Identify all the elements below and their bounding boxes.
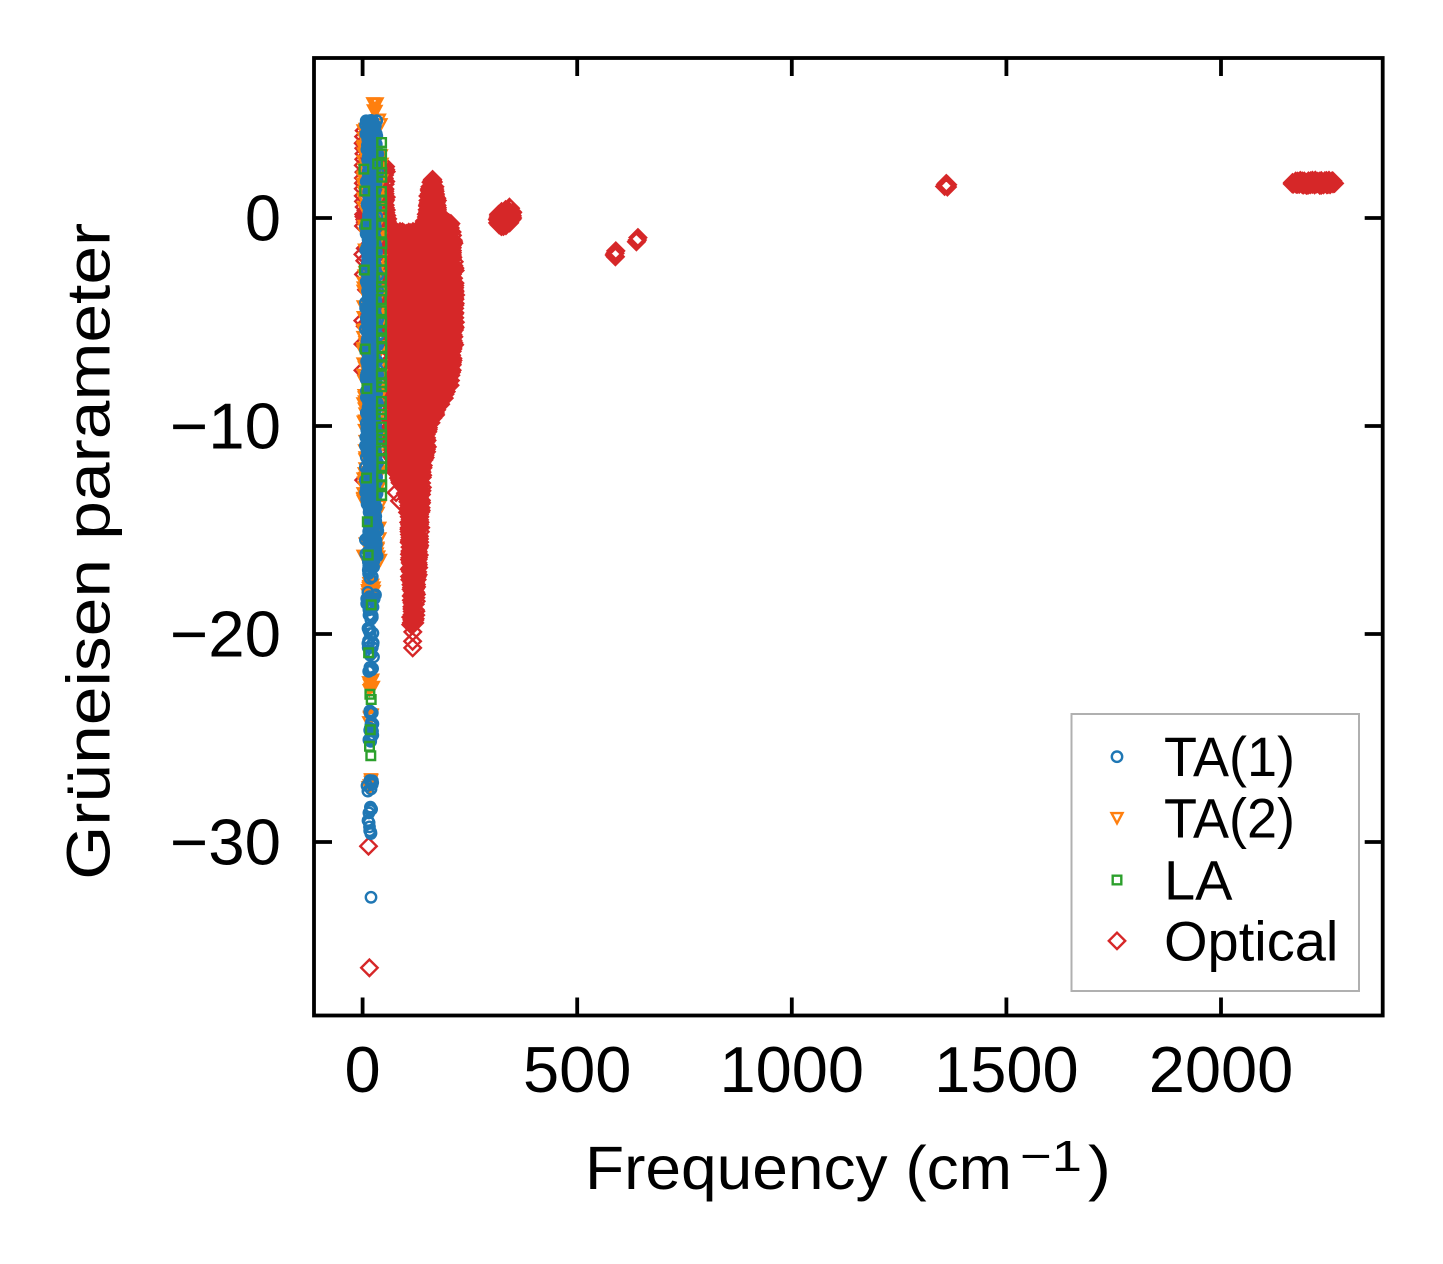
svg-text:−10: −10 [170, 389, 281, 462]
svg-text:1500: 1500 [934, 1033, 1079, 1106]
svg-text:Frequency (cm: Frequency (cm [585, 1134, 1012, 1202]
svg-text:0: 0 [345, 1033, 381, 1106]
svg-text:0: 0 [245, 181, 281, 254]
svg-text:Grüneisen parameter: Grüneisen parameter [55, 223, 123, 880]
svg-text:TA(2): TA(2) [1164, 787, 1295, 850]
svg-text:1000: 1000 [719, 1033, 864, 1106]
svg-text:−20: −20 [170, 597, 281, 670]
svg-text:2000: 2000 [1149, 1033, 1294, 1106]
svg-text:−1: −1 [1020, 1132, 1082, 1181]
svg-text:500: 500 [523, 1033, 631, 1106]
svg-text:TA(1): TA(1) [1164, 725, 1295, 788]
svg-text:−30: −30 [170, 805, 281, 878]
svg-text:): ) [1088, 1134, 1111, 1202]
svg-text:Optical: Optical [1164, 909, 1338, 972]
svg-text:LA: LA [1164, 848, 1233, 911]
